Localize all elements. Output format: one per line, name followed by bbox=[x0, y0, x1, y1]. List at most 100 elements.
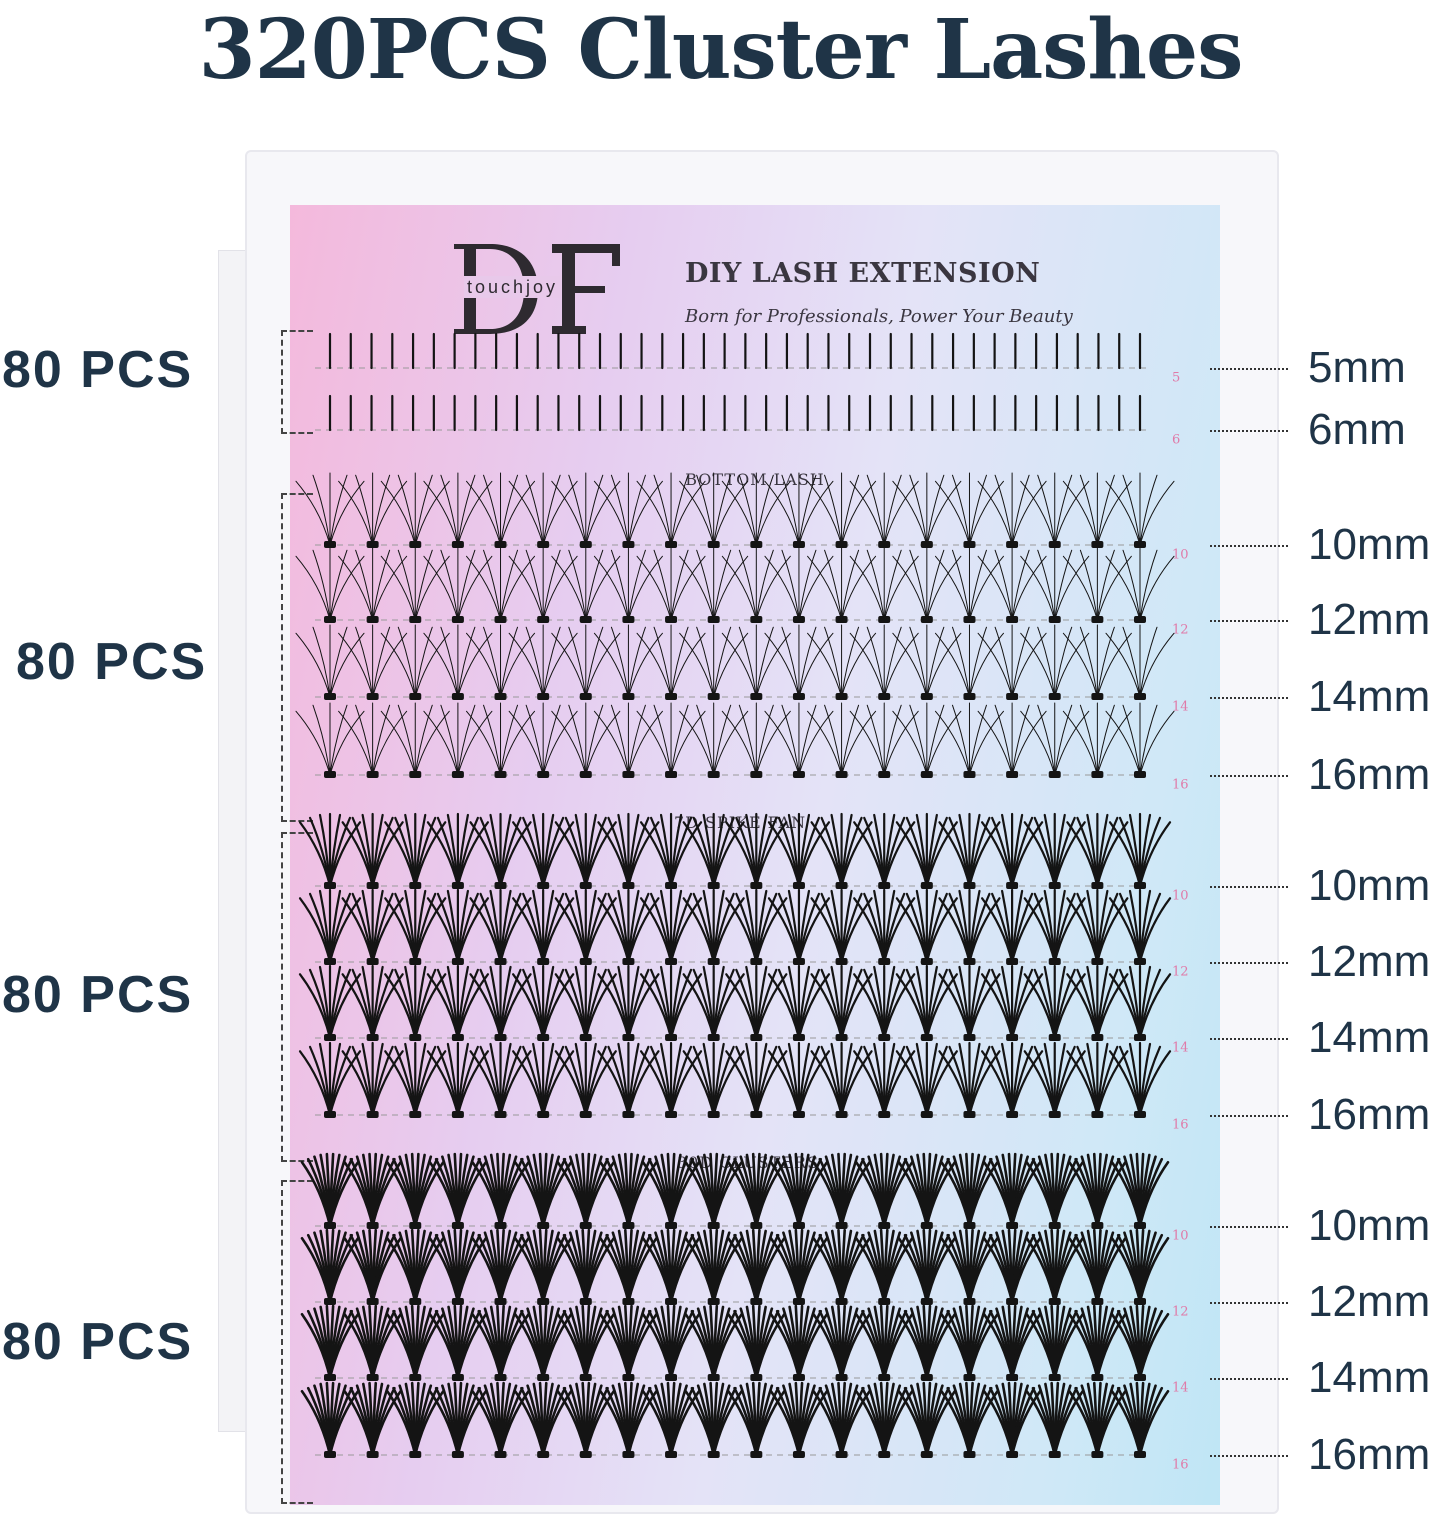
lash-cluster bbox=[1066, 1041, 1129, 1118]
lash-strand bbox=[397, 704, 416, 776]
lash-cluster bbox=[938, 964, 1001, 1041]
lash-strand bbox=[909, 704, 928, 776]
lash-strand bbox=[585, 555, 621, 621]
lash-base bbox=[1134, 771, 1146, 778]
lash-strand bbox=[1122, 704, 1141, 776]
lash-strand bbox=[824, 549, 843, 621]
lash-strand bbox=[397, 626, 416, 698]
lash-base bbox=[963, 771, 976, 778]
lash-base bbox=[1134, 1374, 1146, 1381]
lash-strand bbox=[968, 710, 1004, 776]
lash-strand bbox=[841, 480, 877, 546]
lash-strand bbox=[926, 555, 962, 621]
lash-strand bbox=[372, 480, 408, 546]
lash-cluster bbox=[1108, 812, 1172, 889]
lash-strand bbox=[483, 474, 502, 546]
lash-strand bbox=[568, 626, 587, 698]
lash-base bbox=[792, 1111, 805, 1118]
lash-strand bbox=[1096, 626, 1115, 698]
lash-base bbox=[750, 541, 763, 548]
lash-base bbox=[537, 541, 550, 548]
lash-strand bbox=[627, 626, 646, 698]
lash-strand bbox=[670, 704, 689, 776]
lash-strand bbox=[883, 710, 919, 776]
lash-strand bbox=[653, 704, 672, 776]
lash-base bbox=[451, 1451, 464, 1458]
lash-cluster bbox=[810, 1041, 873, 1118]
lash-strand bbox=[679, 632, 715, 698]
lash-base bbox=[451, 1298, 464, 1305]
lash-strand bbox=[824, 474, 843, 546]
lash-cluster bbox=[641, 1228, 701, 1305]
lash-base bbox=[1048, 958, 1061, 965]
lash-strand bbox=[883, 474, 902, 546]
tray-length-number: 14 bbox=[1172, 699, 1189, 715]
lash-base bbox=[920, 771, 933, 778]
pcs-label: 80 PCS bbox=[2, 341, 194, 399]
lash-base bbox=[537, 771, 550, 778]
lash-cluster bbox=[1020, 547, 1090, 623]
card-tagline: Born for Professionals, Power Your Beaut… bbox=[685, 306, 1073, 327]
lash-strand bbox=[466, 632, 502, 698]
lash-cluster bbox=[380, 472, 450, 548]
lash-base bbox=[792, 541, 805, 548]
lash-strand bbox=[525, 549, 544, 621]
lash-strand bbox=[755, 549, 774, 621]
lash-strand bbox=[542, 632, 578, 698]
lash-strand bbox=[500, 474, 519, 546]
lash-base bbox=[451, 1222, 464, 1229]
lash-base bbox=[537, 1298, 550, 1305]
lash-base bbox=[579, 1451, 592, 1458]
lash-base bbox=[494, 771, 507, 778]
lash-base bbox=[579, 693, 592, 700]
lash-strand bbox=[542, 549, 561, 621]
lash-strand bbox=[457, 626, 476, 698]
lash-base bbox=[324, 1111, 336, 1118]
lash-strand bbox=[636, 710, 672, 776]
lash-base bbox=[707, 1451, 720, 1458]
lash-cluster bbox=[385, 1304, 445, 1381]
lash-base bbox=[324, 1298, 336, 1305]
lash-cluster bbox=[679, 624, 749, 700]
lash-strand bbox=[909, 549, 928, 621]
lash-base bbox=[622, 541, 635, 548]
lash-base bbox=[494, 1451, 507, 1458]
lash-base bbox=[665, 1374, 678, 1381]
lash-cluster bbox=[298, 812, 362, 889]
lash-strand bbox=[713, 626, 732, 698]
tray-length-number: 16 bbox=[1172, 1457, 1189, 1473]
lash-base bbox=[324, 693, 336, 700]
lash-base bbox=[835, 1298, 848, 1305]
lash-strand bbox=[721, 632, 757, 698]
lash-cluster bbox=[599, 1381, 658, 1458]
length-label: 10mm bbox=[1308, 1201, 1431, 1250]
lash-base bbox=[409, 1222, 422, 1229]
lash-strand bbox=[798, 549, 817, 621]
tray-length-number: 10 bbox=[1172, 888, 1189, 904]
lash-base bbox=[1006, 616, 1019, 623]
lash-base bbox=[494, 1111, 507, 1118]
lash-base bbox=[707, 693, 720, 700]
lash-base bbox=[366, 541, 379, 548]
lash-strand bbox=[329, 704, 348, 776]
lash-strand bbox=[1096, 549, 1115, 621]
lash-strand bbox=[483, 626, 502, 698]
lash-cluster bbox=[1025, 1228, 1085, 1305]
lash-strand bbox=[866, 626, 885, 698]
lash-strand bbox=[585, 474, 604, 546]
lash-strand bbox=[551, 710, 587, 776]
lash-base bbox=[1006, 1451, 1019, 1458]
leader-line bbox=[1210, 962, 1288, 964]
lash-base bbox=[665, 541, 678, 548]
lash-cluster bbox=[812, 1152, 871, 1229]
lash-strand bbox=[1011, 710, 1047, 776]
lash-cluster bbox=[853, 888, 916, 965]
lash-cluster bbox=[1066, 812, 1129, 889]
length-label: 14mm bbox=[1308, 1013, 1431, 1062]
lash-strand bbox=[440, 626, 459, 698]
lash-cluster bbox=[1068, 1152, 1127, 1229]
leader-line bbox=[1210, 368, 1288, 370]
lash-base bbox=[878, 958, 891, 965]
lash-cluster bbox=[295, 702, 365, 778]
lash-strand bbox=[841, 632, 877, 698]
